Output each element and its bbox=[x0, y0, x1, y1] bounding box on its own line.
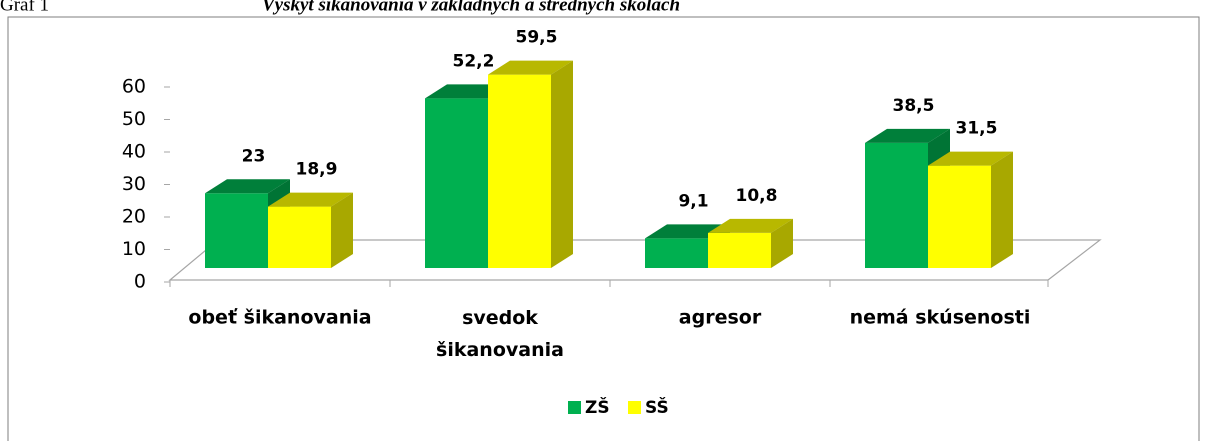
value-label: 10,8 bbox=[736, 186, 778, 206]
bar bbox=[205, 193, 268, 268]
value-label: 52,2 bbox=[453, 51, 495, 71]
bar-top bbox=[928, 151, 1013, 166]
chart-title: Výskyt šikanovania v základných a stredn… bbox=[262, 0, 680, 15]
value-label: 23 bbox=[242, 146, 266, 166]
bar-top bbox=[268, 192, 353, 207]
value-label: 18,9 bbox=[296, 160, 338, 180]
bar bbox=[268, 206, 331, 268]
legend-swatch bbox=[568, 401, 581, 414]
bar-top bbox=[488, 60, 573, 75]
legend-label: ZŠ bbox=[585, 396, 610, 418]
bar-side bbox=[991, 151, 1013, 268]
value-label: 9,1 bbox=[678, 191, 708, 211]
figure-label: Graf 1 bbox=[0, 0, 49, 15]
bar-side bbox=[551, 60, 573, 268]
bar bbox=[708, 232, 771, 268]
chart-border bbox=[7, 16, 1200, 441]
floor bbox=[168, 239, 1102, 281]
bar bbox=[645, 238, 708, 268]
value-label: 38,5 bbox=[893, 96, 935, 116]
legend-label: SŠ bbox=[645, 396, 669, 418]
bar bbox=[928, 165, 991, 268]
legend-swatch bbox=[628, 401, 641, 414]
y-tick-label: 30 bbox=[122, 173, 146, 195]
x-tick-label: obeť šikanovania bbox=[188, 307, 371, 329]
bar-side bbox=[331, 192, 353, 268]
value-label: 59,5 bbox=[516, 28, 558, 48]
x-tick-label: svedok šikanovania bbox=[436, 307, 564, 361]
bar bbox=[865, 142, 928, 268]
bar bbox=[488, 74, 551, 268]
y-tick-label: 0 bbox=[134, 271, 146, 293]
bar-top bbox=[865, 128, 950, 143]
y-tick-label: 60 bbox=[122, 76, 146, 98]
x-tick-label: nemá skúsenosti bbox=[850, 307, 1031, 329]
bar-top bbox=[708, 218, 793, 233]
y-tick-label: 20 bbox=[122, 206, 146, 228]
y-tick-label: 50 bbox=[122, 108, 146, 130]
bar-top bbox=[205, 179, 290, 194]
value-label: 31,5 bbox=[956, 119, 998, 139]
y-tick-label: 40 bbox=[122, 141, 146, 163]
bar bbox=[425, 98, 488, 268]
x-tick-label: agresor bbox=[679, 307, 762, 329]
y-tick-label: 10 bbox=[122, 238, 146, 260]
bar-side bbox=[771, 218, 793, 268]
